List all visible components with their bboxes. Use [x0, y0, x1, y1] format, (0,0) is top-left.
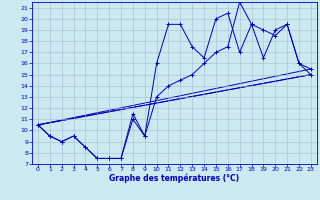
X-axis label: Graphe des températures (°C): Graphe des températures (°C)	[109, 174, 239, 183]
